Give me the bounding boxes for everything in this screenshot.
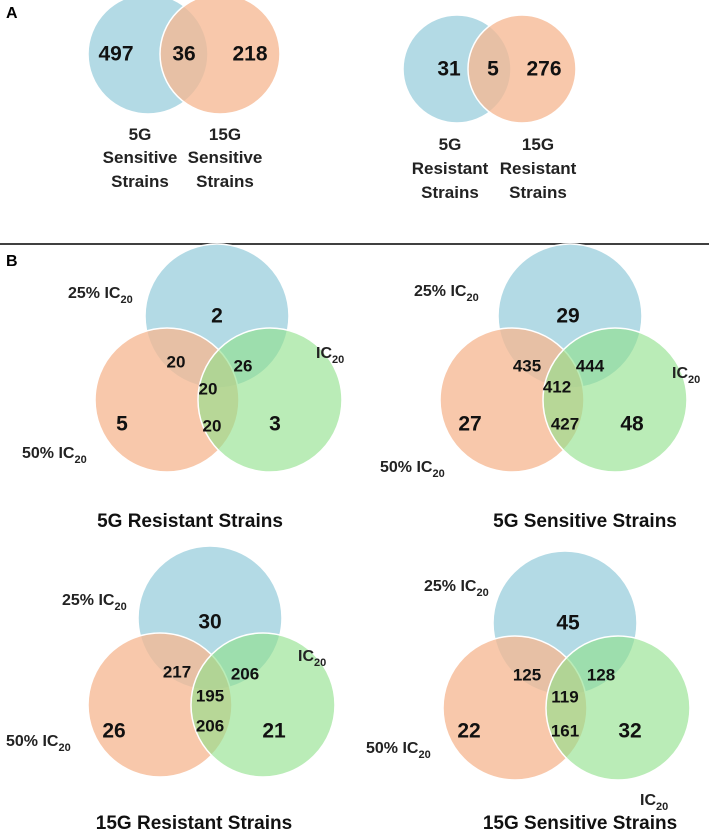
venn-a-sensitive: 497 36 218 5G Sensitive Strains 15G Sens… [87,0,281,191]
count-center: 195 [196,687,224,706]
circle-15g-sensitive [159,0,281,115]
count-5g-sensitive-only: 497 [98,43,133,66]
set-label-25pct: 25% IC20 [424,578,489,599]
set-label-50pct: 50% IC20 [22,445,87,466]
label-5g-sensitive-line3: Strains [111,172,169,191]
count-5g-resistant-only: 31 [437,58,461,81]
count-center: 119 [551,688,578,707]
count-top-right: 128 [587,666,615,685]
circle-15g-resistant [467,14,577,124]
set-label-ic20: IC20 [640,792,668,813]
venn-a-resistant: 31 5 276 5G Resistant Strains 15G Resist… [402,14,577,202]
label-5g-resistant-line2: Resistant [412,159,489,178]
panel-a-letter: A [6,5,18,22]
count-left-only: 26 [102,720,125,743]
count-right-only: 21 [262,720,286,743]
count-top-left: 125 [513,666,541,685]
count-left-right: 206 [196,717,224,736]
count-top-only: 45 [556,612,580,635]
count-right-only: 3 [269,413,281,436]
set-label-25pct: 25% IC20 [62,592,127,613]
set-label-50pct: 50% IC20 [6,733,71,754]
count-15g-resistant-only: 276 [526,58,561,81]
count-center: 412 [543,378,571,397]
count-top-only: 2 [211,305,223,328]
count-top-right: 206 [231,665,259,684]
set-label-ic20: IC20 [298,648,326,669]
circle-ic20 [190,632,336,778]
count-left-right: 20 [203,417,222,436]
count-left-only: 22 [457,720,480,743]
set-label-50pct: 50% IC20 [380,459,445,480]
count-15g-sensitive-only: 218 [232,43,267,66]
label-5g-sensitive-line1: 5G [129,125,152,144]
set-label-ic20: IC20 [672,365,700,386]
count-left-only: 27 [458,413,481,436]
set-label-25pct: 25% IC20 [414,283,479,304]
count-resistant-overlap: 5 [487,58,499,81]
count-left-only: 5 [116,413,128,436]
count-top-only: 30 [198,611,221,634]
label-5g-resistant-line1: 5G [439,135,462,154]
label-15g-resistant-line3: Strains [509,183,567,202]
circle-ic20 [197,327,343,473]
count-left-right: 427 [551,415,579,434]
venn-title: 5G Sensitive Strains [493,511,677,532]
count-sensitive-overlap: 36 [172,43,195,66]
label-5g-sensitive-line2: Sensitive [103,148,178,167]
count-right-only: 48 [620,413,644,436]
count-right-only: 32 [618,720,641,743]
venn-title: 5G Resistant Strains [97,511,283,532]
venn-5g-resistant: 2 20 26 20 5 20 3 25% IC20 IC20 50% IC20… [22,243,344,532]
count-top-left: 217 [163,663,191,682]
label-15g-resistant-line2: Resistant [500,159,577,178]
count-left-right: 161 [551,722,579,741]
circle-ic20 [542,327,688,473]
set-label-ic20: IC20 [316,345,344,366]
label-15g-sensitive-line3: Strains [196,172,254,191]
venn-5g-sensitive: 29 435 444 412 27 427 48 25% IC20 IC20 5… [380,243,700,532]
venn-title: 15G Sensitive Strains [483,813,677,834]
count-top-left: 20 [167,353,186,372]
circle-ic20 [545,635,691,781]
panel-b-letter: B [6,253,18,270]
count-top-right: 444 [576,357,605,376]
count-top-left: 435 [513,357,541,376]
venn-15g-resistant: 30 217 206 195 26 206 21 25% IC20 IC20 5… [6,545,336,834]
label-5g-resistant-line3: Strains [421,183,479,202]
set-label-25pct: 25% IC20 [68,285,133,306]
venn-title: 15G Resistant Strains [96,813,292,834]
label-15g-resistant-line1: 15G [522,135,554,154]
count-top-right: 26 [234,357,253,376]
venn-15g-sensitive: 45 125 128 119 22 161 32 25% IC20 50% IC… [366,550,691,834]
count-top-only: 29 [556,305,579,328]
label-15g-sensitive-line1: 15G [209,125,241,144]
count-center: 20 [199,380,218,399]
label-15g-sensitive-line2: Sensitive [188,148,263,167]
set-label-50pct: 50% IC20 [366,740,431,761]
